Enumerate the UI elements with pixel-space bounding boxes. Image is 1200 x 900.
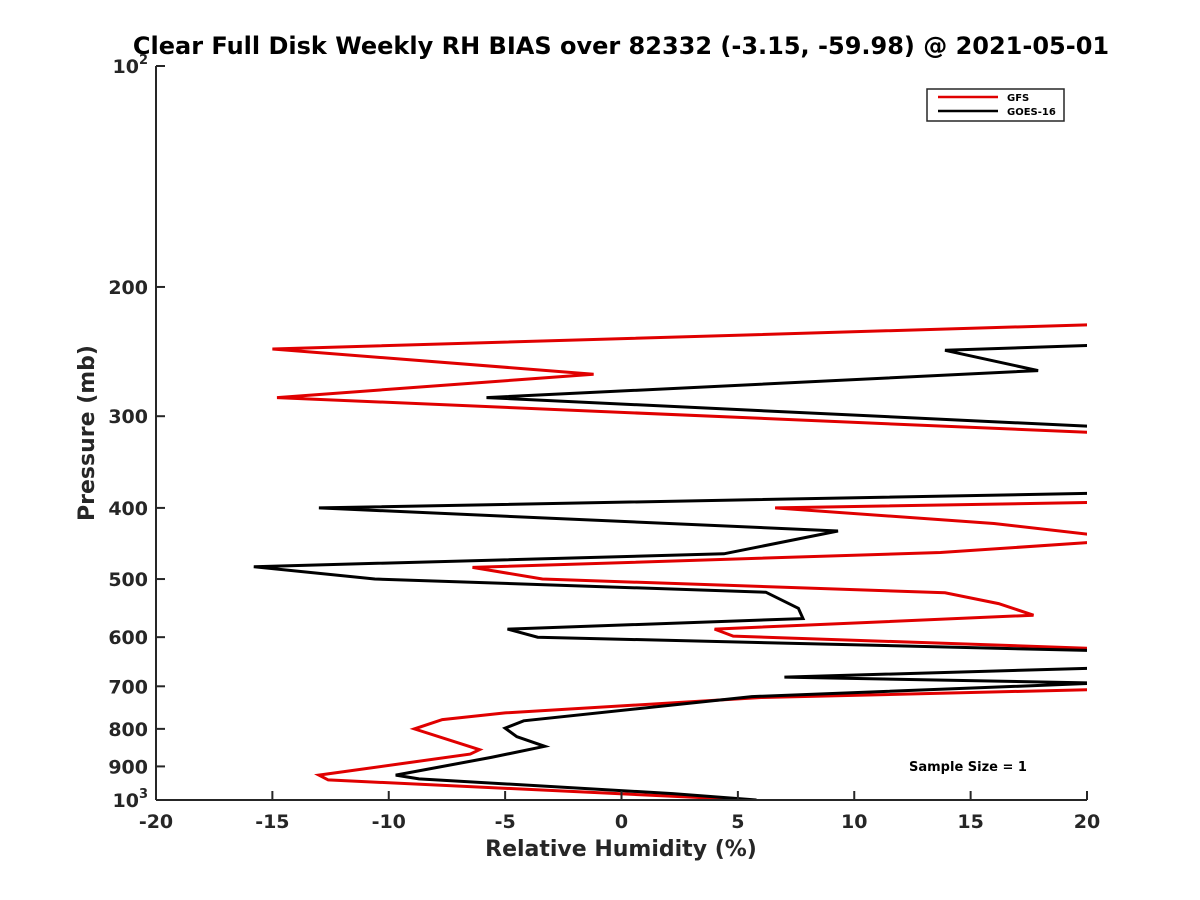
x-ticks: -20 -15 -10 -5 0 5 10 15 20 (139, 791, 1100, 833)
y-tick-label-base: 200 (108, 277, 148, 299)
legend-label-goes16: GOES-16 (1007, 107, 1056, 118)
x-tick-label: 10 (841, 811, 867, 833)
series-layer (253, 323, 1087, 800)
chart-title: Clear Full Disk Weekly RH BIAS over 8233… (133, 32, 1109, 60)
y-tick-label: 500 (108, 569, 148, 591)
y-tick-label: 900 (108, 756, 148, 778)
y-tick-label: 700 (108, 676, 148, 698)
y-tick-label: 800 (108, 719, 148, 741)
y-tick-label-base: 400 (108, 498, 148, 520)
y-tick-label-base: 700 (108, 676, 148, 698)
x-axis-label: Relative Humidity (%) (485, 837, 757, 862)
x-tick-label: 20 (1074, 811, 1100, 833)
y-tick-label: 400 (108, 498, 148, 520)
legend-label-gfs: GFS (1007, 93, 1029, 104)
x-tick-label: 5 (731, 811, 744, 833)
x-tick-label: 15 (957, 811, 983, 833)
x-tick-label: -5 (495, 811, 516, 833)
y-tick-label: 102 (113, 53, 149, 78)
legend: GFS GOES-16 (926, 88, 1065, 122)
y-tick-label-base: 300 (108, 406, 148, 428)
y-tick-label: 200 (108, 277, 148, 299)
y-tick-label-base: 10 (113, 790, 139, 812)
y-tick-label-base: 900 (108, 756, 148, 778)
y-tick-label-exponent: 2 (139, 53, 148, 68)
x-tick-label: -20 (139, 811, 173, 833)
y-tick-label: 600 (108, 627, 148, 649)
x-tick-label: 0 (615, 811, 628, 833)
y-tick-label-base: 10 (113, 56, 139, 78)
series-line-gfs (272, 323, 1087, 800)
y-tick-label: 103 (113, 787, 149, 812)
x-tick-label: -10 (372, 811, 406, 833)
y-tick-label-base: 600 (108, 627, 148, 649)
y-tick-label: 300 (108, 406, 148, 428)
series-line-goes16 (253, 343, 1087, 800)
y-tick-label-base: 800 (108, 719, 148, 741)
sample-size-annotation: Sample Size = 1 (909, 760, 1027, 775)
y-tick-label-exponent: 3 (139, 787, 148, 802)
y-tick-label-base: 500 (108, 569, 148, 591)
x-tick-label: -15 (255, 811, 289, 833)
y-axis-label: Pressure (mb) (75, 345, 100, 521)
legend-box (926, 88, 1065, 122)
